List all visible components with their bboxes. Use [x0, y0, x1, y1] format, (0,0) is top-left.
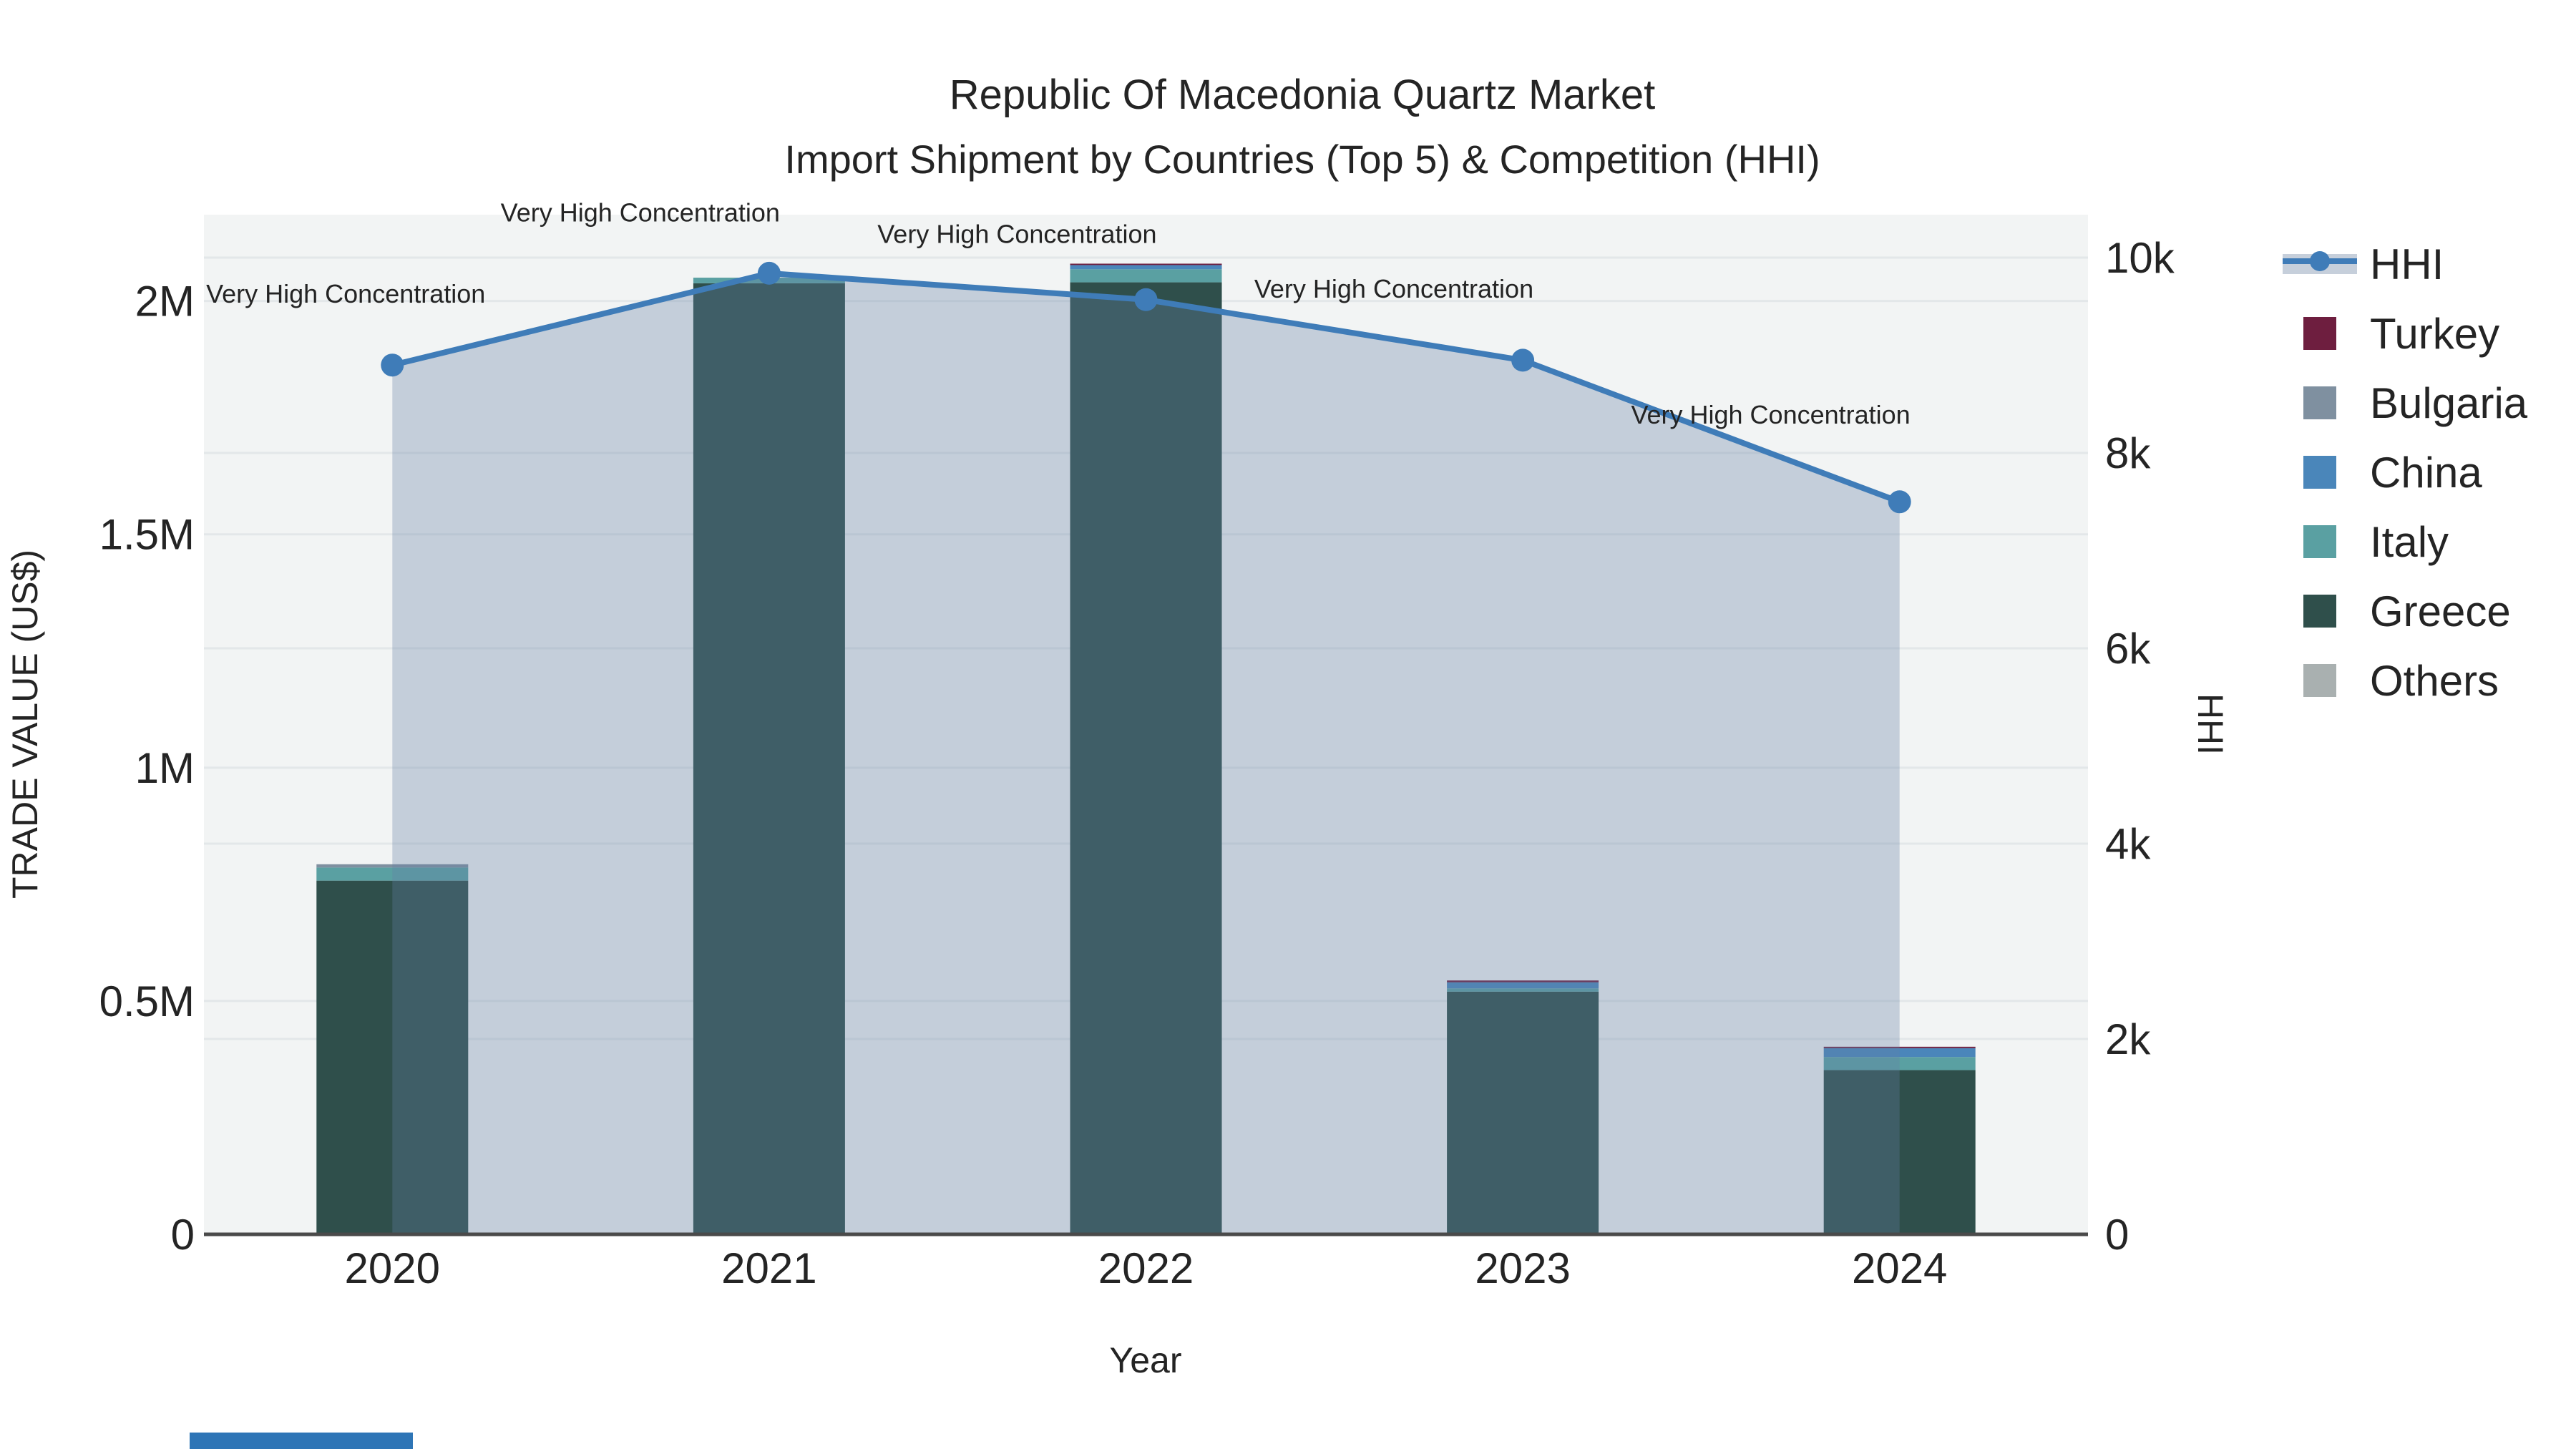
bar-segment-greece-2024[interactable]: [1823, 1070, 1976, 1234]
x-axis-tick-2022: 2022: [1098, 1244, 1194, 1292]
legend-item-italy[interactable]: Italy: [2303, 518, 2449, 566]
legend-swatch-turkey: [2303, 317, 2336, 350]
legend-item-bulgaria[interactable]: Bulgaria: [2303, 379, 2528, 427]
bar-segment-turkey-2024[interactable]: [1823, 1046, 1976, 1048]
bar-segment-greece-2021[interactable]: [693, 283, 845, 1234]
bar-segment-greece-2023[interactable]: [1447, 991, 1599, 1234]
bar-segment-italy-2023[interactable]: [1447, 988, 1599, 992]
legend-hhi-marker-swatch: [2310, 251, 2330, 271]
right-axis-tick-8k: 8k: [2105, 429, 2151, 477]
legend-swatch-italy: [2303, 525, 2336, 558]
bar-segment-china-2024[interactable]: [1823, 1048, 1976, 1058]
hhi-area-fill: [392, 273, 1900, 1235]
bottom-blue-strip: [190, 1433, 413, 1449]
x-axis-tick-2021: 2021: [721, 1244, 816, 1292]
legend-swatch-greece: [2303, 595, 2336, 628]
bar-segment-italy-2022[interactable]: [1070, 269, 1222, 283]
legend: HHI Turkey Bulgaria China Italy Greece Others: [2283, 240, 2528, 705]
hhi-marker-2024[interactable]: [1888, 490, 1911, 514]
legend-label-turkey: Turkey: [2370, 310, 2499, 358]
legend-label-greece: Greece: [2370, 587, 2511, 635]
legend-label-hhi: HHI: [2370, 240, 2444, 288]
bar-segment-bulgaria-2020[interactable]: [316, 864, 469, 868]
left-axis-tick-2M: 2M: [135, 278, 195, 326]
x-axis-tick-2020: 2020: [345, 1244, 440, 1292]
chart-title: Republic Of Macedonia Quartz Market: [950, 72, 1655, 118]
chart-subtitle: Import Shipment by Countries (Top 5) & C…: [784, 137, 1820, 182]
legend-item-greece[interactable]: Greece: [2303, 587, 2511, 635]
left-axis-tick-0.5M: 0.5M: [99, 977, 195, 1025]
left-axis-title: TRADE VALUE (US$): [5, 550, 45, 899]
right-axis-tick-4k: 4k: [2105, 820, 2151, 868]
x-axis-tick-2023: 2023: [1475, 1244, 1570, 1292]
right-axis-tick-0: 0: [2105, 1211, 2129, 1259]
legend-swatch-bulgaria: [2303, 386, 2336, 419]
bar-segment-italy-2024[interactable]: [1823, 1057, 1976, 1070]
right-axis-tick-2k: 2k: [2105, 1015, 2151, 1063]
right-axis-tick-6k: 6k: [2105, 625, 2151, 673]
annotation-2020: Very High Concentration: [206, 279, 485, 308]
left-axis-tick-1.5M: 1.5M: [99, 511, 195, 559]
legend-label-china: China: [2370, 449, 2482, 497]
hhi-marker-2023[interactable]: [1511, 348, 1535, 372]
legend-label-italy: Italy: [2370, 518, 2449, 566]
bar-segment-greece-2022[interactable]: [1070, 282, 1222, 1235]
right-axis-tick-10k: 10k: [2105, 234, 2175, 282]
plot-area: 0 0.5M 1M 1.5M 2M 0 2k 4k 6k 8k 10k 2020 2021 2022 202…: [99, 197, 2175, 1292]
legend-swatch-others: [2303, 664, 2336, 697]
right-axis-title: HHI: [2190, 693, 2230, 755]
legend-item-china[interactable]: China: [2303, 449, 2482, 497]
annotation-2024: Very High Concentration: [1631, 400, 1910, 429]
legend-label-bulgaria: Bulgaria: [2370, 379, 2528, 427]
bar-segment-italy-2020[interactable]: [316, 867, 469, 881]
annotation-2023: Very High Concentration: [1254, 274, 1533, 303]
annotation-2022: Very High Concentration: [877, 219, 1156, 248]
x-axis-title: Year: [1109, 1340, 1181, 1380]
bar-segment-greece-2020[interactable]: [316, 880, 469, 1234]
legend-swatch-china: [2303, 456, 2336, 489]
left-axis-tick-1M: 1M: [135, 744, 195, 792]
left-axis-tick-0: 0: [171, 1211, 195, 1259]
legend-item-turkey[interactable]: Turkey: [2303, 310, 2499, 358]
annotation-2021: Very High Concentration: [501, 197, 780, 227]
legend-item-others[interactable]: Others: [2303, 657, 2499, 705]
hhi-marker-2022[interactable]: [1134, 288, 1158, 311]
bar-segment-china-2022[interactable]: [1070, 265, 1222, 270]
bar-segment-turkey-2023[interactable]: [1447, 980, 1599, 982]
legend-label-others: Others: [2370, 657, 2499, 705]
x-axis-tick-2024: 2024: [1852, 1244, 1947, 1292]
hhi-marker-2020[interactable]: [381, 353, 404, 377]
bar-segment-china-2023[interactable]: [1447, 982, 1599, 989]
legend-item-hhi[interactable]: HHI: [2283, 240, 2444, 288]
hhi-marker-2021[interactable]: [757, 261, 781, 285]
bar-segment-turkey-2022[interactable]: [1070, 263, 1222, 265]
